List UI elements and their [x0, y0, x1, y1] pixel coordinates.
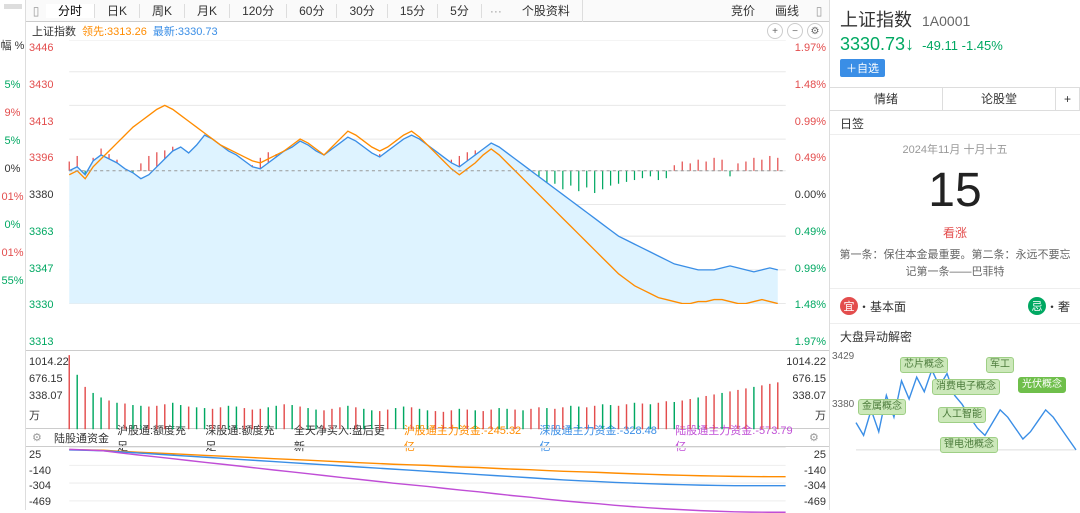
- timeframe-tab[interactable]: 15分: [388, 4, 438, 18]
- add-favorite-button[interactable]: ＋自选: [840, 59, 885, 77]
- legend-name: 上证指数: [32, 23, 76, 39]
- timeframe-tab[interactable]: 60分: [287, 4, 337, 18]
- calendar-day: 15: [830, 163, 1080, 218]
- concept-tag[interactable]: 光伏概念: [1018, 377, 1066, 393]
- concept-tag[interactable]: 芯片概念: [900, 357, 948, 373]
- gear-icon[interactable]: ⚙: [809, 431, 823, 445]
- gutter-label: 幅 %: [1, 37, 25, 53]
- gutter-pct: 5%: [1, 135, 23, 147]
- volume-chart[interactable]: 1014.22676.15338.07万 1014.22676.15338.07…: [26, 350, 829, 428]
- index-name: 上证指数: [840, 6, 912, 32]
- tab-forum[interactable]: 论股堂: [943, 88, 1056, 110]
- concept-tag[interactable]: 军工: [986, 357, 1014, 373]
- chip-good-text: ・基本面: [858, 298, 906, 315]
- gutter-pct: 01%: [1, 247, 23, 259]
- right-tabs: 情绪 论股堂 +: [830, 87, 1080, 111]
- auction-button[interactable]: 竞价: [721, 2, 765, 19]
- concept-tag[interactable]: 人工智能: [938, 407, 986, 423]
- gear-icon[interactable]: ⚙: [32, 431, 46, 445]
- flow-label: 陆股通资金: [54, 430, 109, 446]
- zoom-in-icon[interactable]: +: [767, 23, 783, 39]
- chip-bad-text: ・奢: [1046, 298, 1070, 315]
- timeframe-tabbar: ▯ 分时日K周K月K120分60分30分15分5分 ··· 个股资料 竞价 画线…: [26, 0, 829, 22]
- tabbar-handle-icon[interactable]: ▯: [26, 4, 46, 18]
- concept-tag[interactable]: 金属概念: [858, 399, 906, 415]
- gutter-pct: 0%: [1, 219, 23, 231]
- chip-good-icon: 宜: [840, 297, 858, 315]
- tab-add[interactable]: +: [1056, 88, 1080, 110]
- concept-tag[interactable]: 消费电子概念: [932, 379, 1000, 395]
- gutter-pct: 01%: [1, 191, 23, 203]
- tab-stock-info[interactable]: 个股资料: [510, 0, 583, 22]
- capital-flow-chart[interactable]: 25-140-304-469 25-140-304-469: [26, 446, 829, 510]
- chart-legend-bar: 上证指数 领先:3313.26 最新:3330.73 + − ⚙: [26, 22, 829, 40]
- quote-text: 第一条：保住本金最重要。第二条：永远不要忘记第一条——巴菲特: [830, 247, 1080, 280]
- timeframe-tab[interactable]: 周K: [140, 4, 185, 18]
- tabs-more[interactable]: ···: [482, 4, 510, 18]
- timeframe-tab[interactable]: 分时: [46, 4, 95, 18]
- timeframe-tab[interactable]: 日K: [95, 4, 140, 18]
- mini-y-bot: 3380: [832, 399, 854, 410]
- gutter-pct: 5%: [1, 79, 23, 91]
- left-gutter: 幅 % 5% 9% 5% 0% 01% 0% 01% 55%: [0, 0, 26, 510]
- timeframe-tab[interactable]: 月K: [185, 4, 230, 18]
- gutter-pct: 55%: [1, 275, 23, 287]
- index-change: -49.11 -1.45%: [922, 38, 1003, 53]
- legend-latest: 最新:3330.73: [153, 23, 218, 39]
- tabbar-handle-icon[interactable]: ▯: [809, 4, 829, 18]
- timeframe-tab[interactable]: 5分: [438, 4, 482, 18]
- timeframe-tab[interactable]: 30分: [337, 4, 387, 18]
- gear-icon[interactable]: ⚙: [807, 23, 823, 39]
- gutter-handle[interactable]: [4, 4, 22, 9]
- calendar-date: 2024年11月 十月十五: [830, 141, 1080, 157]
- index-price: 3330.73↓: [840, 34, 914, 55]
- calendar-label: 日签: [830, 111, 1080, 135]
- mini-chart[interactable]: 芯片概念 军工金属概念 消费电子概念 光伏概念人工智能锂电池概念 3429 3380: [830, 349, 1080, 469]
- bull-label: 看涨: [830, 224, 1080, 241]
- main-price-chart[interactable]: 344634303413339633803363334733303313 1.9…: [26, 40, 829, 350]
- section-market-moves: 大盘异动解密: [830, 323, 1080, 349]
- timeframe-tab[interactable]: 120分: [230, 4, 287, 18]
- gutter-pct: 9%: [1, 107, 23, 119]
- chip-bad-icon: 忌: [1028, 297, 1046, 315]
- mini-y-top: 3429: [832, 351, 854, 362]
- right-panel: 上证指数 1A0001 3330.73↓ -49.11 -1.45% ＋自选 情…: [830, 0, 1080, 510]
- index-code: 1A0001: [922, 13, 970, 29]
- tab-sentiment[interactable]: 情绪: [830, 88, 943, 110]
- gutter-pct: 0%: [1, 163, 23, 175]
- legend-lead: 领先:3313.26: [82, 23, 147, 39]
- drawline-button[interactable]: 画线: [765, 2, 809, 19]
- advice-row: 宜 ・基本面 忌 ・奢: [830, 288, 1080, 323]
- zoom-out-icon[interactable]: −: [787, 23, 803, 39]
- concept-tag[interactable]: 锂电池概念: [940, 437, 998, 453]
